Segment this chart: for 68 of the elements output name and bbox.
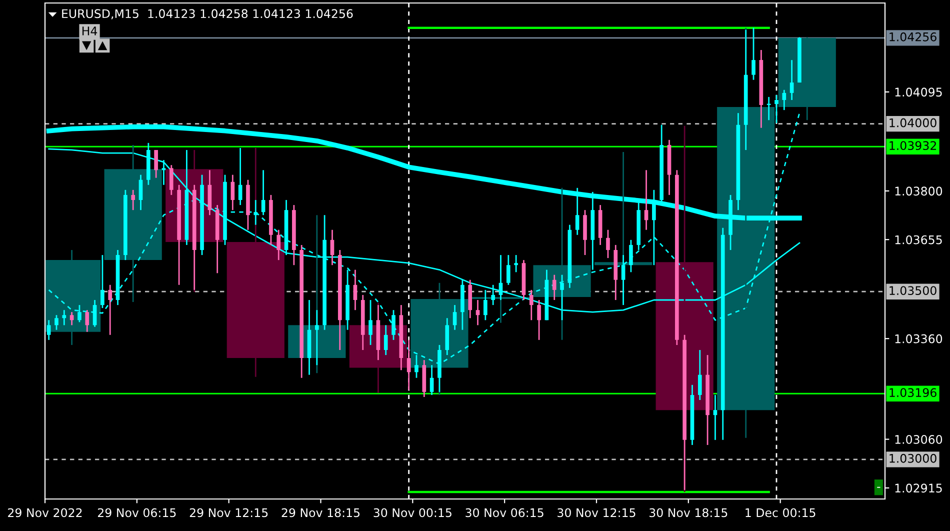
candlestick <box>238 147 242 206</box>
candlestick <box>85 309 90 333</box>
y-tick-label: 1.04095 <box>895 88 942 97</box>
candlestick <box>78 304 82 323</box>
candlestick <box>476 299 480 326</box>
candlestick <box>552 274 556 301</box>
x-tick-label: 29 Nov 2022 <box>8 508 82 518</box>
candlestick <box>392 309 396 341</box>
candlestick <box>537 299 541 341</box>
candlestick <box>70 311 74 326</box>
candlestick <box>452 304 457 331</box>
candlestick <box>430 364 434 396</box>
candlestick <box>713 394 718 441</box>
candlestick <box>54 314 58 331</box>
candlestick <box>138 174 143 211</box>
candlestick <box>774 94 778 124</box>
candlestick <box>698 349 702 401</box>
candlestick <box>368 299 372 346</box>
candlestick <box>790 59 794 101</box>
annotation: - <box>877 486 880 488</box>
x-tick-label: 30 Nov 00:15 <box>374 508 452 518</box>
x-tick-label: 1 Dec 00:15 <box>746 508 816 518</box>
x-tick-label: 29 Nov 18:15 <box>282 508 360 518</box>
candlestick <box>276 229 281 261</box>
candlestick <box>330 229 334 266</box>
annotation: H4 <box>82 26 98 36</box>
candlestick <box>162 159 166 186</box>
candlestick <box>46 319 51 341</box>
candlestick <box>384 324 388 356</box>
candlestick <box>514 254 518 273</box>
y-tick-label: 1.03360 <box>895 334 942 344</box>
candlestick <box>100 254 104 309</box>
candlestick <box>62 309 66 326</box>
y-tick-label: 1.02915 <box>895 484 942 493</box>
candlestick <box>484 289 488 321</box>
ref-line-label: 1.03196 <box>890 388 936 398</box>
candlestick <box>406 339 411 391</box>
candlestick <box>154 149 158 179</box>
y-tick-label: 1.03655 <box>895 235 942 244</box>
candlestick <box>629 239 633 273</box>
candlestick <box>752 27 756 81</box>
candlestick <box>131 189 135 211</box>
candlestick <box>261 169 266 216</box>
candlestick <box>169 164 174 196</box>
candlestick <box>230 174 235 211</box>
ref-line-label: 1.04256 <box>890 32 936 42</box>
candlestick <box>108 284 112 336</box>
candlestick <box>529 289 534 321</box>
x-tick-label: 29 Nov 12:15 <box>190 508 268 518</box>
ref-line-label: 1.03500 <box>890 286 936 296</box>
candlestick <box>782 89 786 111</box>
candlestick <box>606 229 610 259</box>
ref-line-label: 1.03932 <box>890 141 936 150</box>
chart-title: EURUSD,M15 1.04123 1.04258 1.04123 1.04256 <box>62 9 353 20</box>
x-tick-label: 30 Nov 18:15 <box>650 508 728 518</box>
y-tick-label: 1.03800 <box>895 186 942 196</box>
x-tick-label: 30 Nov 06:15 <box>466 508 544 518</box>
x-tick-label: 30 Nov 12:15 <box>558 508 636 518</box>
candlestick <box>92 299 97 328</box>
candlestick <box>353 269 358 311</box>
candlestick <box>506 254 510 286</box>
candlestick <box>254 199 258 226</box>
y-tick-label: 1.03060 <box>895 434 942 444</box>
candlestick <box>644 169 648 231</box>
ref-line-label: 1.04000 <box>890 118 936 128</box>
x-tick-label: 29 Nov 06:15 <box>98 508 176 518</box>
candlestick <box>491 284 495 306</box>
ref-line-label: 1.03000 <box>890 454 936 463</box>
